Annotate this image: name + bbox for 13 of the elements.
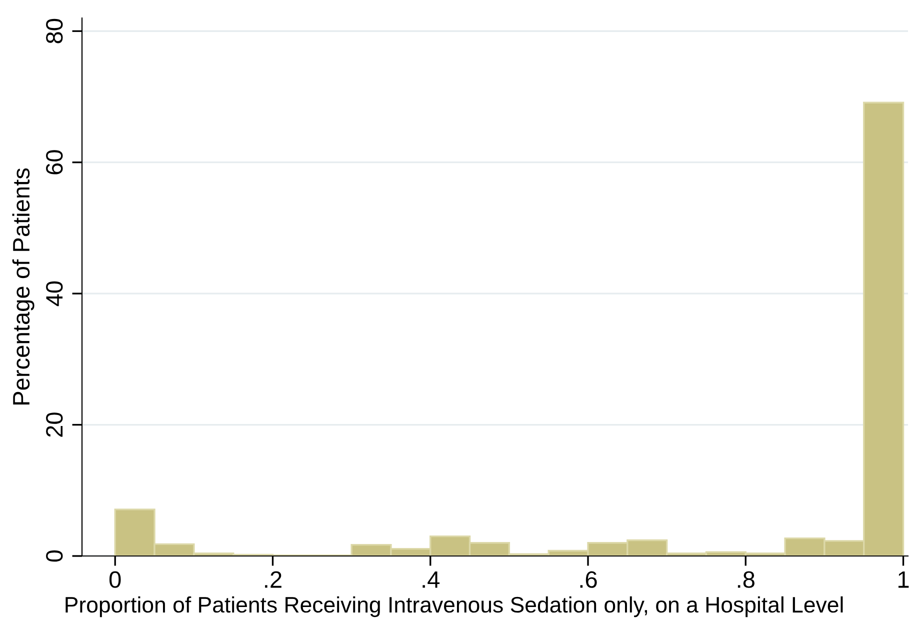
y-axis-title: Percentage of Patients — [12, 168, 34, 404]
x-tick-label: .2 — [265, 571, 282, 588]
y-tick-label: 60 — [46, 150, 63, 174]
y-tick-label: 40 — [46, 281, 63, 306]
y-tick-label: 80 — [46, 18, 63, 44]
x-tick-label: .6 — [580, 571, 597, 588]
x-tick-label: .8 — [738, 571, 754, 588]
x-tick-label: 0 — [109, 571, 121, 588]
x-tick-label: .4 — [422, 571, 440, 588]
x-tick-label: 1 — [898, 571, 909, 588]
x-axis-title: Proportion of Patients Receiving Intravenous Sedation only, on a Hospital Level — [66, 596, 843, 618]
y-tick-label: 0 — [46, 550, 63, 562]
y-tick-label: 20 — [46, 412, 63, 437]
